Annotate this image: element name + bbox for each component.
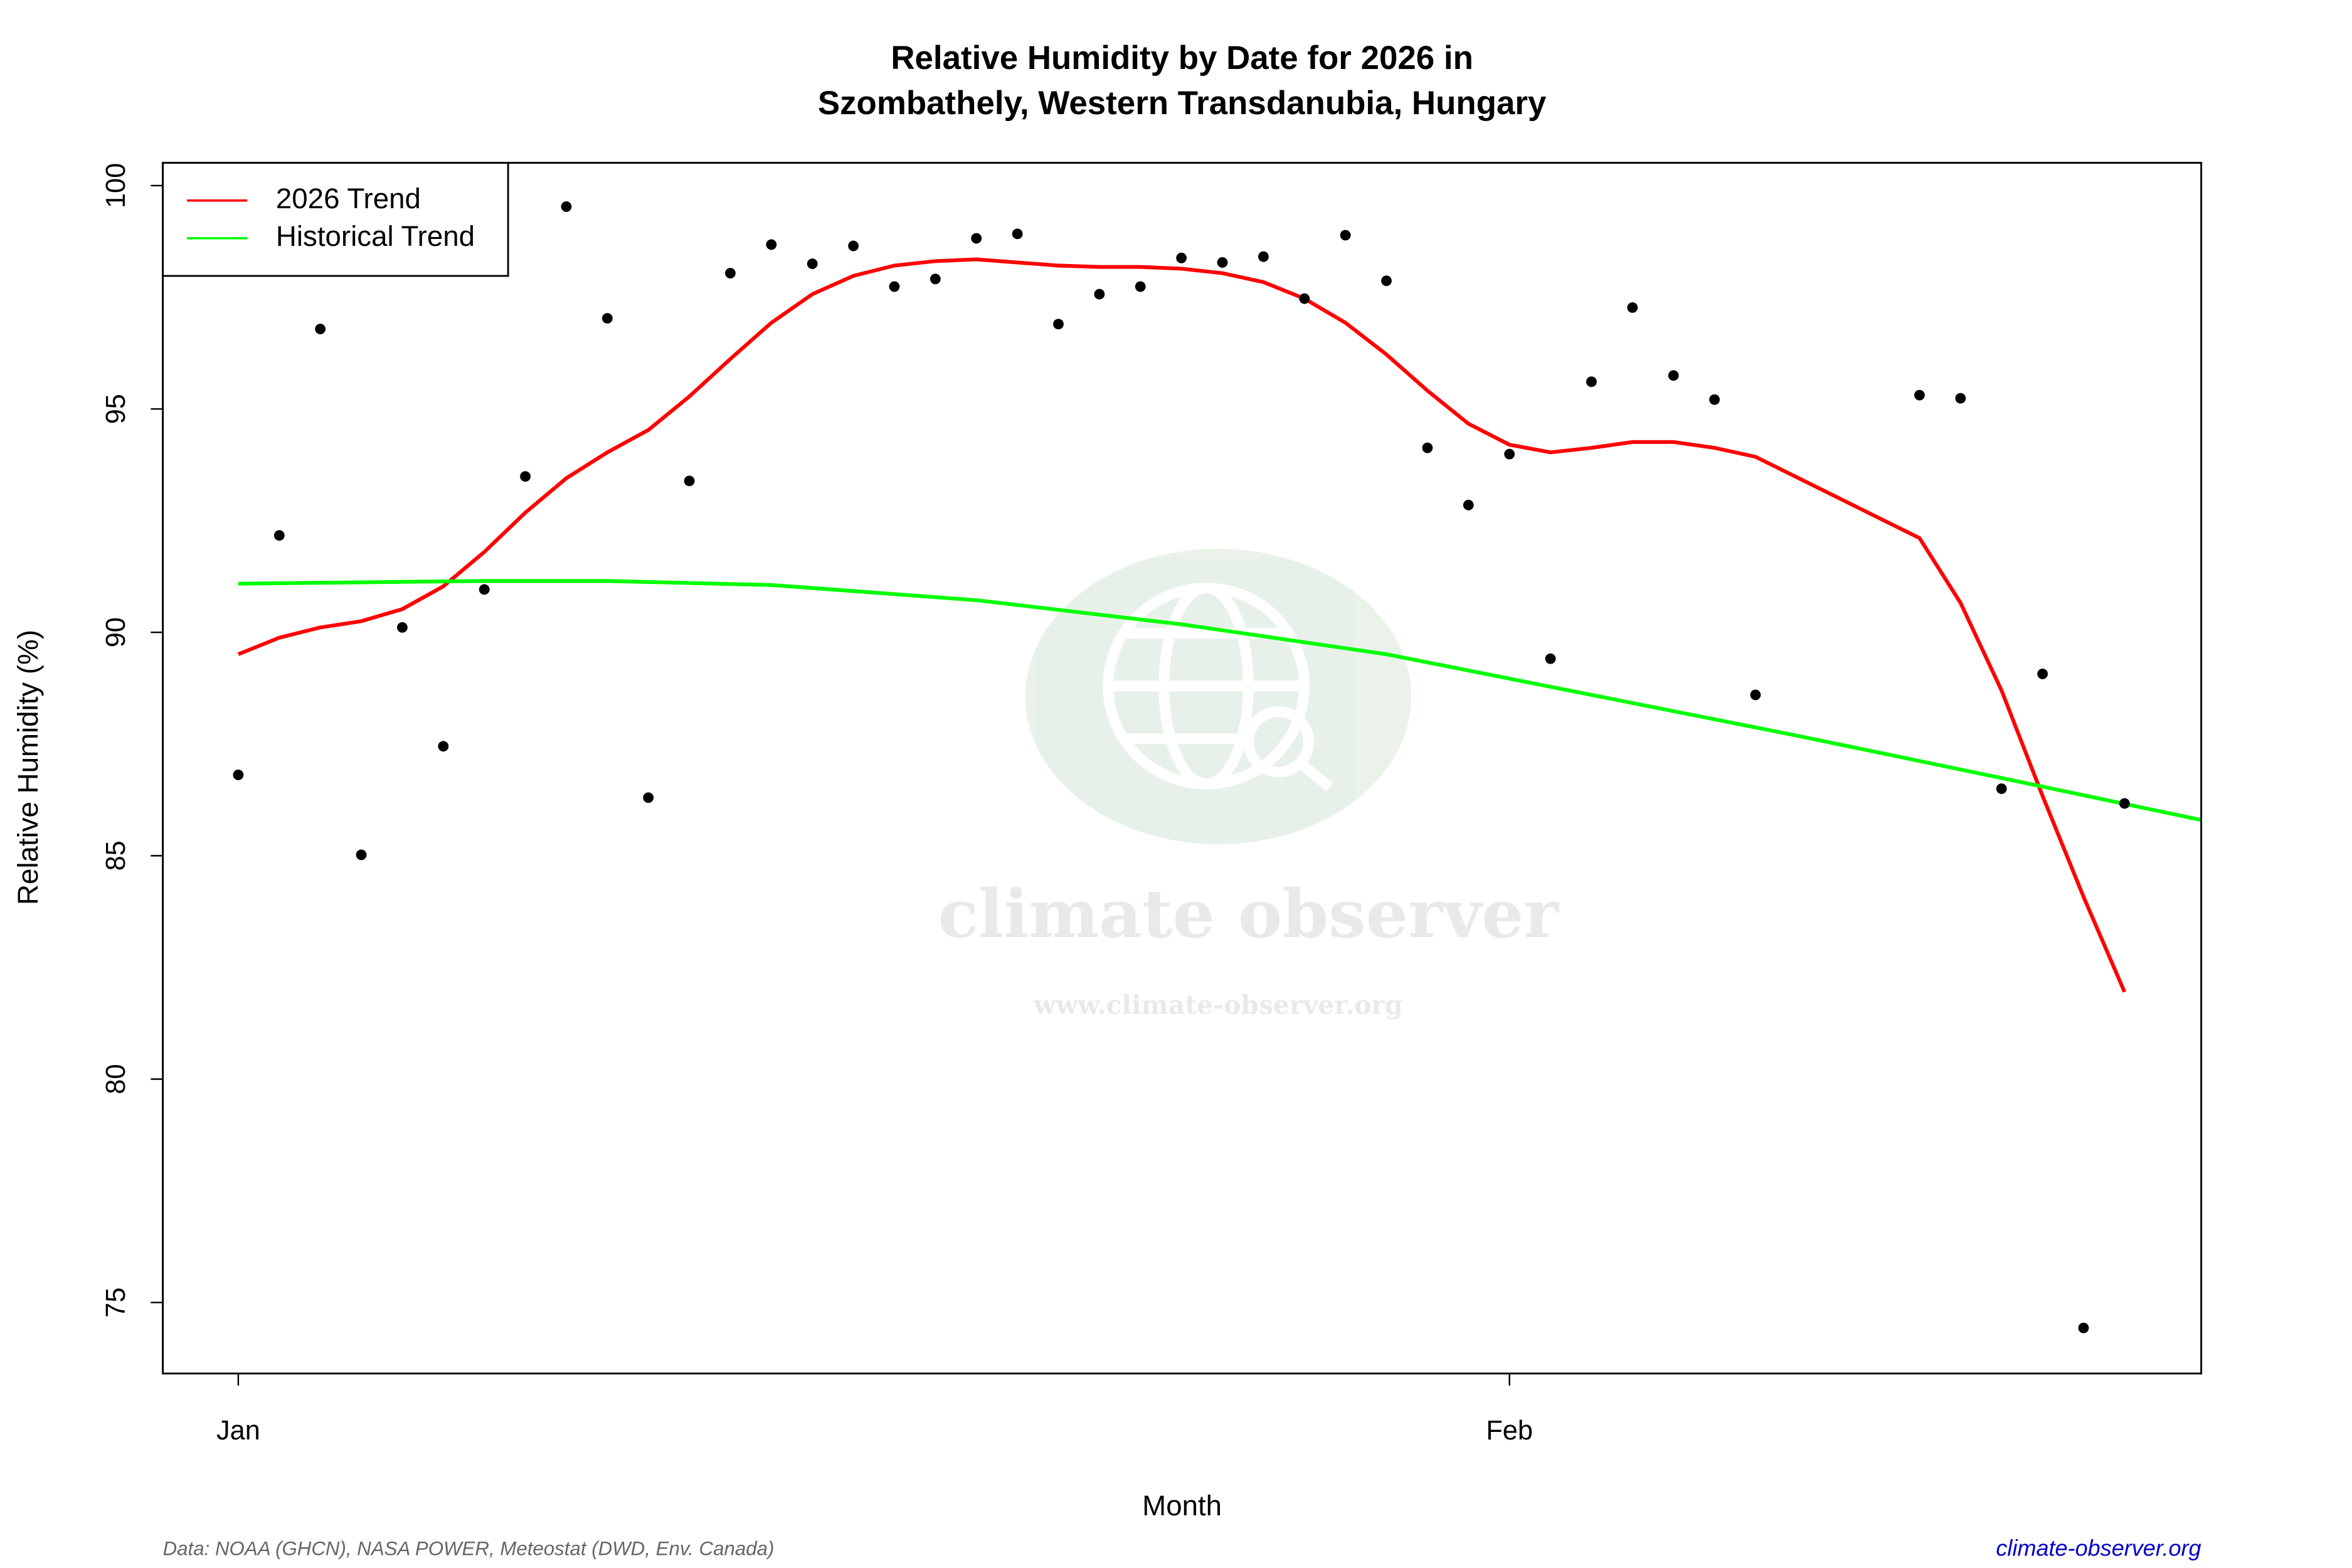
y-tick-label: 85	[101, 840, 131, 871]
data-point	[889, 281, 900, 292]
data-point	[438, 741, 449, 752]
data-point	[1381, 275, 1392, 287]
data-point	[1750, 689, 1761, 701]
x-tick-label: Feb	[1486, 1416, 1533, 1446]
y-tick-label: 80	[101, 1064, 131, 1094]
data-point	[1217, 257, 1228, 268]
data-point	[971, 233, 982, 244]
data-point	[725, 268, 736, 278]
data-point	[1668, 370, 1679, 381]
plot-frame	[162, 162, 2203, 1375]
legend-box	[162, 162, 509, 277]
data-point	[643, 792, 654, 803]
data-point	[1996, 783, 2007, 794]
data-point	[233, 770, 244, 780]
data-point	[848, 240, 859, 252]
source-note: Data: NOAA (GHCN), NASA POWER, Meteostat…	[163, 1537, 775, 1559]
data-point	[2119, 798, 2130, 809]
data-point	[273, 530, 285, 541]
legend-label: Historical Trend	[276, 220, 475, 252]
data-point	[1340, 230, 1351, 241]
y-tick-label: 75	[101, 1288, 131, 1318]
data-point	[1053, 319, 1064, 330]
y-tick-label: 95	[101, 394, 131, 424]
watermark-badge	[1025, 549, 1411, 845]
data-point	[1012, 228, 1023, 240]
chart-title: Szombathely, Western Transdanubia, Hunga…	[818, 85, 1547, 122]
data-point	[1422, 442, 1433, 453]
data-point	[1135, 281, 1146, 292]
watermark: climate observer www.climate-observer.or…	[938, 549, 1560, 1020]
data-point	[1258, 251, 1269, 262]
data-point	[807, 258, 818, 270]
data-point	[1463, 499, 1474, 511]
data-point	[1545, 653, 1556, 664]
trend-line	[238, 579, 2202, 822]
data-point	[601, 313, 613, 324]
data-point	[1176, 252, 1187, 263]
data-point	[2037, 669, 2048, 679]
data-point	[520, 471, 531, 482]
data-point	[1504, 448, 1515, 460]
x-axis-label: Month	[1142, 1490, 1222, 1522]
trend-line	[237, 257, 2127, 993]
data-point	[1586, 376, 1597, 388]
watermark-globe	[1103, 583, 1333, 792]
y-axis-label: Relative Humidity (%)	[12, 630, 44, 905]
data-point	[1299, 293, 1310, 304]
data-point	[356, 849, 367, 861]
data-point	[684, 475, 695, 487]
watermark-url: www.climate-observer.org	[1033, 990, 1403, 1020]
data-point	[561, 201, 572, 212]
data-point	[930, 273, 941, 285]
data-point	[766, 239, 777, 250]
website-link: climate-observer.org	[1996, 1535, 2201, 1561]
x-tick-label: Jan	[216, 1416, 260, 1446]
y-tick-label: 100	[101, 163, 131, 208]
watermark-text: climate observer	[938, 875, 1560, 953]
data-point	[1709, 394, 1720, 405]
data-point	[315, 324, 326, 334]
data-point	[1094, 289, 1105, 300]
data-point	[1914, 389, 1925, 401]
legend-label: 2026 Trend	[276, 183, 421, 215]
data-point	[397, 622, 408, 633]
data-point	[1955, 393, 1966, 404]
chart-title: Relative Humidity by Date for 2026 in	[891, 40, 1473, 77]
y-tick-label: 90	[101, 617, 131, 647]
data-point	[2078, 1322, 2089, 1333]
data-point	[479, 584, 490, 595]
data-point	[1627, 302, 1638, 313]
